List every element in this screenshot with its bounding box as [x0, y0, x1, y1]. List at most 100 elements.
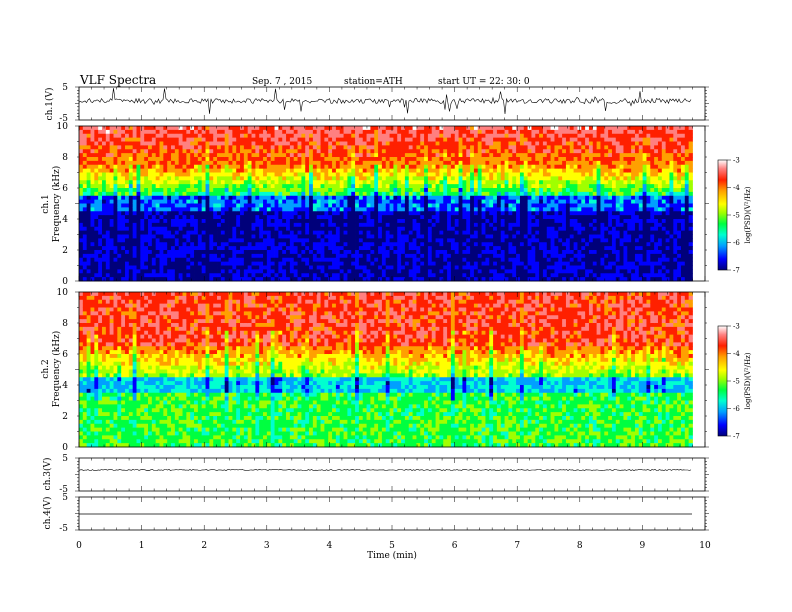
spectrogram-cell: [128, 219, 134, 224]
spectrogram-cell: [370, 176, 375, 181]
spectrogram-cell: [539, 222, 544, 228]
spectrogram-cell: [347, 277, 352, 282]
spectrogram-cell: [128, 149, 134, 154]
spectrogram-cell: [378, 195, 383, 201]
spectrogram-cell: [243, 168, 249, 173]
spectrogram-cell: [144, 253, 149, 259]
spectrogram-cell: [527, 250, 532, 255]
spectrogram-cell: [458, 238, 463, 243]
spectrogram-cell: [466, 273, 471, 278]
spectrogram-cell: [251, 137, 256, 142]
spectrogram-cell: [82, 265, 88, 270]
spectrogram-cell: [128, 157, 134, 162]
spectrogram-cell: [358, 226, 364, 232]
spectrogram-cell: [174, 157, 180, 162]
spectrogram-cell: [516, 164, 521, 170]
spectrogram-cell: [404, 141, 410, 146]
spectrogram-cell: [132, 180, 137, 185]
spectrogram-cell: [504, 242, 509, 247]
spectrogram-cell: [539, 242, 544, 247]
spectrogram-cell: [427, 180, 433, 185]
spectrogram-cell: [282, 164, 287, 170]
spectrogram-cell: [397, 164, 402, 170]
spectrogram-cell: [527, 226, 532, 232]
spectrogram-cell: [266, 153, 272, 158]
spectrogram-cell: [339, 261, 344, 266]
spectrogram-cell: [412, 137, 417, 142]
spectrogram-cell: [504, 133, 509, 139]
spectrogram-cell: [393, 203, 398, 208]
spectrogram-cell: [220, 253, 226, 259]
spectrogram-cell: [316, 168, 321, 173]
spectrogram-cell: [335, 199, 341, 204]
spectrogram-cell: [470, 246, 475, 251]
spectrogram-cell: [324, 234, 329, 239]
spectrogram-cell: [519, 168, 525, 173]
spectrogram-cell: [289, 160, 295, 166]
spectrogram-cell: [332, 176, 337, 181]
spectrogram-cell: [366, 191, 371, 197]
spectrogram-cell: [443, 164, 448, 170]
spectrogram-cell: [232, 273, 237, 278]
spectrogram-cell: [424, 238, 429, 243]
spectrogram-cell: [362, 253, 367, 259]
spectrogram-cell: [393, 253, 398, 259]
spectrogram-cell: [546, 168, 552, 173]
spectrogram-cell: [301, 261, 306, 266]
spectrogram-cell: [312, 273, 318, 278]
spectrogram-cell: [113, 199, 118, 204]
spectrogram-cell: [447, 273, 452, 278]
spectrogram-cell: [362, 160, 367, 166]
spectrogram-cell: [278, 133, 283, 139]
spectrogram-cell: [527, 164, 532, 170]
spectrogram-cell: [82, 176, 88, 181]
spectrogram-cell: [79, 226, 84, 232]
spectrogram-cell: [282, 273, 287, 278]
spectrogram-cell: [397, 141, 402, 146]
spectrogram-cell: [320, 149, 325, 154]
spectrogram-cell: [251, 215, 256, 220]
spectrogram-cell: [408, 230, 413, 235]
spectrogram-cell: [416, 195, 421, 201]
spectrogram-cell: [424, 157, 429, 162]
spectrogram-cell: [117, 199, 122, 204]
spectrogram-cell: [362, 238, 367, 243]
spectrogram-cell: [343, 246, 348, 251]
spectrogram-cell: [458, 129, 463, 135]
spectrogram-cell: [282, 234, 287, 239]
spectrogram-cell: [531, 250, 536, 255]
spectrogram-cell: [450, 273, 456, 278]
spectrogram-cell: [125, 188, 130, 193]
spectrogram-cell: [458, 273, 463, 278]
spectrogram-cell: [94, 153, 99, 158]
spectrogram-cell: [155, 215, 160, 220]
spectrogram-cell: [197, 273, 203, 278]
spectrogram-cell: [370, 226, 375, 232]
spectrogram-cell: [297, 160, 302, 166]
spectrogram-cell: [121, 199, 126, 204]
spectrogram-cell: [519, 257, 525, 263]
spectrogram-cell: [174, 180, 180, 185]
spectrogram-cell: [236, 238, 241, 243]
spectrogram-cell: [136, 184, 141, 189]
spectrogram-cell: [236, 215, 241, 220]
spectrogram-cell: [477, 226, 482, 232]
spectrogram-cell: [546, 184, 552, 189]
spectrogram-cell: [374, 203, 379, 208]
spectrogram-cell: [412, 184, 417, 189]
spectrogram-cell: [220, 129, 226, 135]
spectrogram-cell: [301, 219, 306, 224]
spectrogram-cell: [82, 164, 88, 170]
spectrogram-cell: [374, 222, 379, 228]
spectrogram-cell: [240, 141, 245, 146]
spectrogram-cell: [213, 164, 218, 170]
spectrogram-cell: [516, 149, 521, 154]
spectrogram-cell: [470, 180, 475, 185]
spectrogram-cell: [197, 261, 203, 266]
spectrogram-cell: [236, 230, 241, 235]
spectrogram-cell: [209, 149, 214, 154]
spectrogram-cell: [117, 219, 122, 224]
spectrogram-cell: [297, 133, 302, 139]
spectrogram-cell: [358, 203, 364, 208]
spectrogram-cell: [79, 246, 84, 251]
